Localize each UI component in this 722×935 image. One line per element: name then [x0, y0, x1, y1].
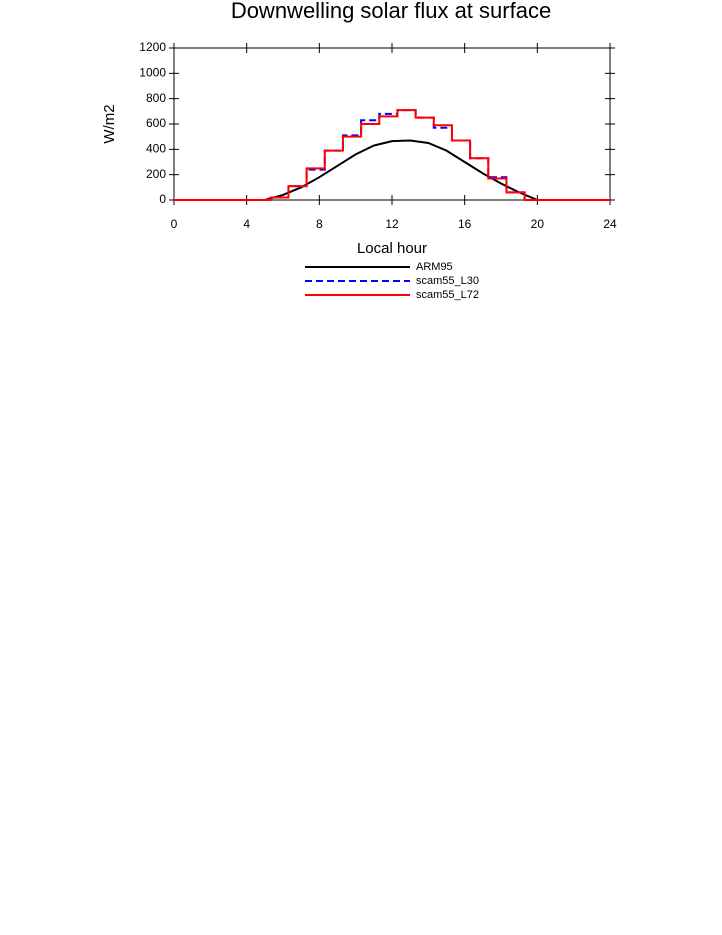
- x-tick-label: 4: [243, 217, 250, 231]
- y-tick-label: 1000: [139, 66, 166, 80]
- y-tick-label: 400: [146, 142, 166, 156]
- y-tick-label: 800: [146, 91, 166, 105]
- x-tick-label: 8: [316, 217, 323, 231]
- y-tick-label: 1200: [139, 40, 166, 54]
- plot-frame: [173, 47, 611, 201]
- data-line: [174, 139, 610, 201]
- x-tick-label: 16: [458, 217, 472, 231]
- legend-label: scam55_L30: [416, 275, 479, 287]
- data-line: [174, 109, 610, 201]
- y-tick-label: 0: [159, 192, 166, 206]
- y-axis-label: W/m2: [101, 104, 118, 143]
- chart-title: Downwelling solar flux at surface: [231, 0, 551, 23]
- x-tick-label: 0: [171, 217, 178, 231]
- data-line: [174, 109, 610, 201]
- x-axis-label: Local hour: [357, 240, 427, 257]
- x-tick-label: 20: [531, 217, 545, 231]
- x-tick-label: 12: [385, 217, 399, 231]
- x-tick-label: 24: [603, 217, 617, 231]
- y-tick-label: 600: [146, 116, 166, 130]
- legend-label: ARM95: [416, 261, 453, 273]
- y-tick-label: 200: [146, 167, 166, 181]
- legend-label: scam55_L72: [416, 289, 479, 301]
